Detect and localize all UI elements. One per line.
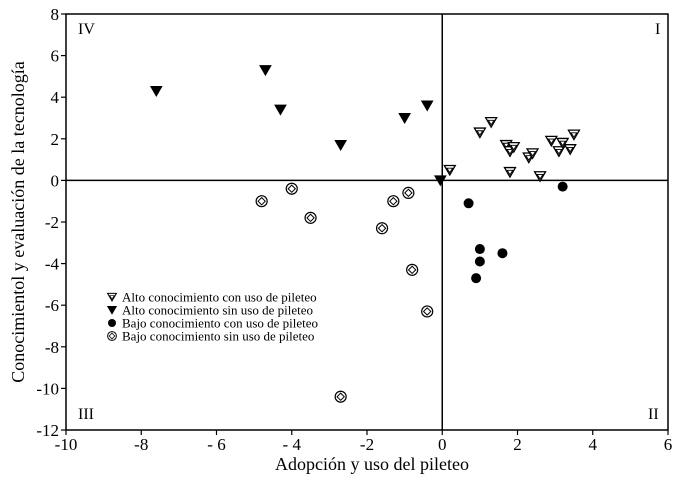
y-tick-label: 2 (51, 130, 60, 149)
y-tick-label: -4 (45, 255, 60, 274)
data-point (474, 244, 485, 255)
x-tick-label: -10 (55, 435, 78, 454)
x-tick-label: 6 (664, 435, 673, 454)
data-point (406, 263, 419, 276)
y-tick-label: -8 (45, 338, 59, 357)
data-point (398, 113, 411, 124)
data-point (533, 171, 547, 183)
x-tick-label: -2 (360, 435, 374, 454)
data-point (421, 305, 434, 318)
y-tick-label: 4 (51, 88, 60, 107)
data-point (274, 104, 287, 116)
data-point (497, 248, 508, 259)
y-tick-label: -6 (45, 296, 59, 315)
legend-label: Bajo conocimiento sin uso de pileteo (122, 329, 314, 344)
x-tick-label: 0 (438, 435, 447, 454)
data-point (259, 65, 272, 77)
y-tick-label: 0 (51, 171, 60, 190)
x-tick-label: -8 (134, 435, 148, 454)
series-1 (443, 117, 581, 183)
quadrant-label-ii: II (648, 406, 659, 423)
y-tick-label: -12 (36, 421, 59, 440)
data-point (443, 164, 457, 177)
data-point (507, 141, 521, 154)
data-points (149, 65, 581, 403)
series-2 (149, 65, 447, 187)
data-point (471, 273, 482, 284)
legend-marker (106, 292, 118, 303)
data-point (484, 117, 498, 129)
y-tick-label: -2 (45, 213, 59, 232)
y-tick-label: 8 (51, 5, 60, 24)
data-point (557, 181, 568, 192)
data-point (149, 85, 163, 97)
legend-item: Bajo conocimiento con uso de pileteo (108, 316, 318, 331)
y-tick-label: -10 (36, 379, 59, 398)
data-point (434, 175, 447, 187)
data-point (474, 256, 485, 267)
legend-marker (108, 319, 116, 327)
x-tick-label: - 4 (283, 435, 302, 454)
legend-item: Alto conocimiento con uso de pileteo (106, 290, 317, 305)
data-point (285, 182, 298, 195)
quadrant-label-iv: IV (78, 21, 95, 38)
data-point (334, 390, 347, 403)
data-point (552, 146, 566, 158)
data-point (304, 211, 317, 224)
data-point (375, 222, 389, 235)
data-point (387, 195, 400, 208)
legend-marker (106, 305, 118, 315)
data-point (255, 195, 268, 208)
legend-item: Bajo conocimiento sin uso de pileteo (107, 329, 314, 344)
data-point (544, 135, 558, 148)
quadrant-label-i: I (655, 21, 660, 38)
plot-frame (65, 13, 669, 431)
x-tick-label: - 6 (207, 435, 225, 454)
data-point (334, 140, 348, 152)
data-point (473, 127, 487, 139)
legend-label: Alto conocimiento con uso de pileteo (122, 290, 317, 305)
y-tick-label: 6 (51, 47, 60, 66)
x-tick-label: 2 (513, 435, 522, 454)
data-point (402, 186, 415, 199)
legend-marker (107, 331, 117, 341)
legend: Alto conocimiento con uso de pileteoAlto… (106, 290, 318, 344)
data-point (567, 129, 581, 141)
y-axis-label: Conocimientol y evaluación de la tecnolo… (8, 61, 28, 382)
x-tick-label: 4 (589, 435, 598, 454)
legend-label: Alto conocimiento sin uso de pileteo (122, 303, 313, 318)
data-point (420, 100, 434, 112)
data-point (463, 198, 474, 209)
data-point (525, 148, 540, 160)
data-point (563, 144, 577, 156)
legend-label: Bajo conocimiento con uso de pileteo (122, 316, 318, 331)
data-point (503, 166, 517, 179)
reference-lines (66, 14, 668, 430)
x-axis-label: Adopción y uso del pileteo (275, 454, 469, 474)
data-point (556, 137, 570, 150)
series-3 (463, 181, 568, 284)
quadrant-label-iii: III (78, 406, 94, 423)
series-4 (255, 182, 434, 403)
legend-item: Alto conocimiento sin uso de pileteo (106, 303, 313, 318)
